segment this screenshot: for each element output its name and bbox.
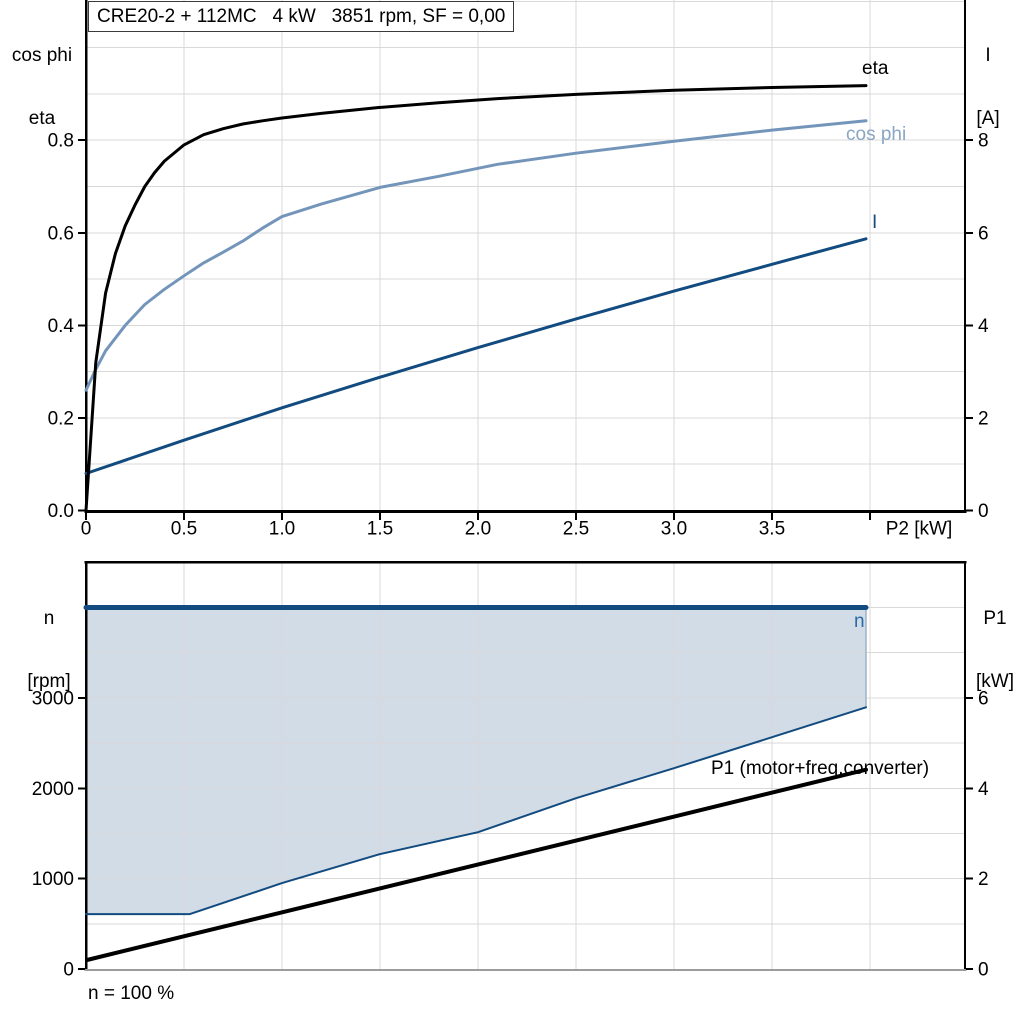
axis-title-speed-unit: [rpm]: [27, 671, 71, 692]
axis-title-speed: n: [43, 608, 55, 629]
bottom-tick-label: 2.5: [563, 519, 589, 540]
series-i: [84, 237, 868, 475]
axis-title-cos-phi: cos phi: [11, 45, 73, 66]
right-tick-label: 0: [978, 960, 989, 981]
bottom-tick-label: 0: [81, 519, 92, 540]
axis-title-current: I: [985, 45, 991, 66]
series-cos-phi: [84, 119, 868, 392]
curve-label-p1: P1 (motor+freq.converter): [711, 758, 930, 779]
bottom-tick-label: 1.5: [367, 519, 393, 540]
right-tick-label: 8: [978, 131, 989, 152]
left-tick-label: 3000: [32, 688, 74, 709]
curve-label-eta: eta: [862, 58, 889, 79]
left-tick-label: 0.0: [48, 501, 74, 522]
left-tick-label: 2000: [32, 779, 74, 800]
axis-title-current-unit: [A]: [976, 108, 1000, 129]
right-tick-label: 2: [978, 869, 989, 890]
axis-title-p1: P1: [983, 608, 1007, 629]
top-chart-left-axis-title: cos phi eta: [4, 3, 80, 171]
curve-label-speed: n: [854, 611, 865, 632]
bottom-tick-label: 0.5: [171, 519, 197, 540]
curve-label-cos-phi: cos phi: [846, 124, 907, 145]
right-tick-label: 4: [978, 316, 989, 337]
bottom-chart-right-axis-title: P1 [kW]: [966, 566, 1024, 734]
annotation-n-100-percent: n = 100 %: [88, 983, 175, 1004]
series-n-min: [85, 706, 867, 916]
axis-title-p1-unit: [kW]: [976, 671, 1014, 692]
bottom-chart-left-axis-title: n [rpm]: [16, 566, 82, 734]
left-tick-label: 0.4: [48, 316, 75, 337]
right-tick-label: 0: [978, 501, 989, 522]
curve-label-current: I: [872, 212, 878, 233]
bottom-tick-label: 2.0: [465, 519, 491, 540]
right-tick-label: 6: [978, 223, 989, 244]
chart-title-box: CRE20-2 + 112MC 4 kW 3851 rpm, SF = 0,00: [88, 1, 515, 32]
axis-title-eta: eta: [28, 108, 56, 129]
bottom-tick-label: 3.5: [759, 519, 785, 540]
right-tick-label: 6: [978, 688, 989, 709]
left-tick-label: 0.8: [48, 131, 74, 152]
top-chart-right-axis-title: I [A]: [963, 3, 1013, 171]
series-eta: [84, 84, 868, 512]
left-tick-label: 0.2: [48, 408, 74, 429]
left-tick-label: 0: [63, 960, 74, 981]
right-tick-label: 2: [978, 408, 989, 429]
operating-area-fill: [86, 607, 866, 915]
bottom-tick-label: 1.0: [269, 519, 295, 540]
x-axis-title: P2 [kW]: [886, 519, 953, 540]
left-tick-label: 1000: [32, 869, 74, 890]
right-tick-label: 4: [978, 779, 989, 800]
series-p1: [85, 767, 868, 962]
left-tick-label: 0.6: [48, 223, 74, 244]
bottom-tick-label: 3.0: [661, 519, 687, 540]
